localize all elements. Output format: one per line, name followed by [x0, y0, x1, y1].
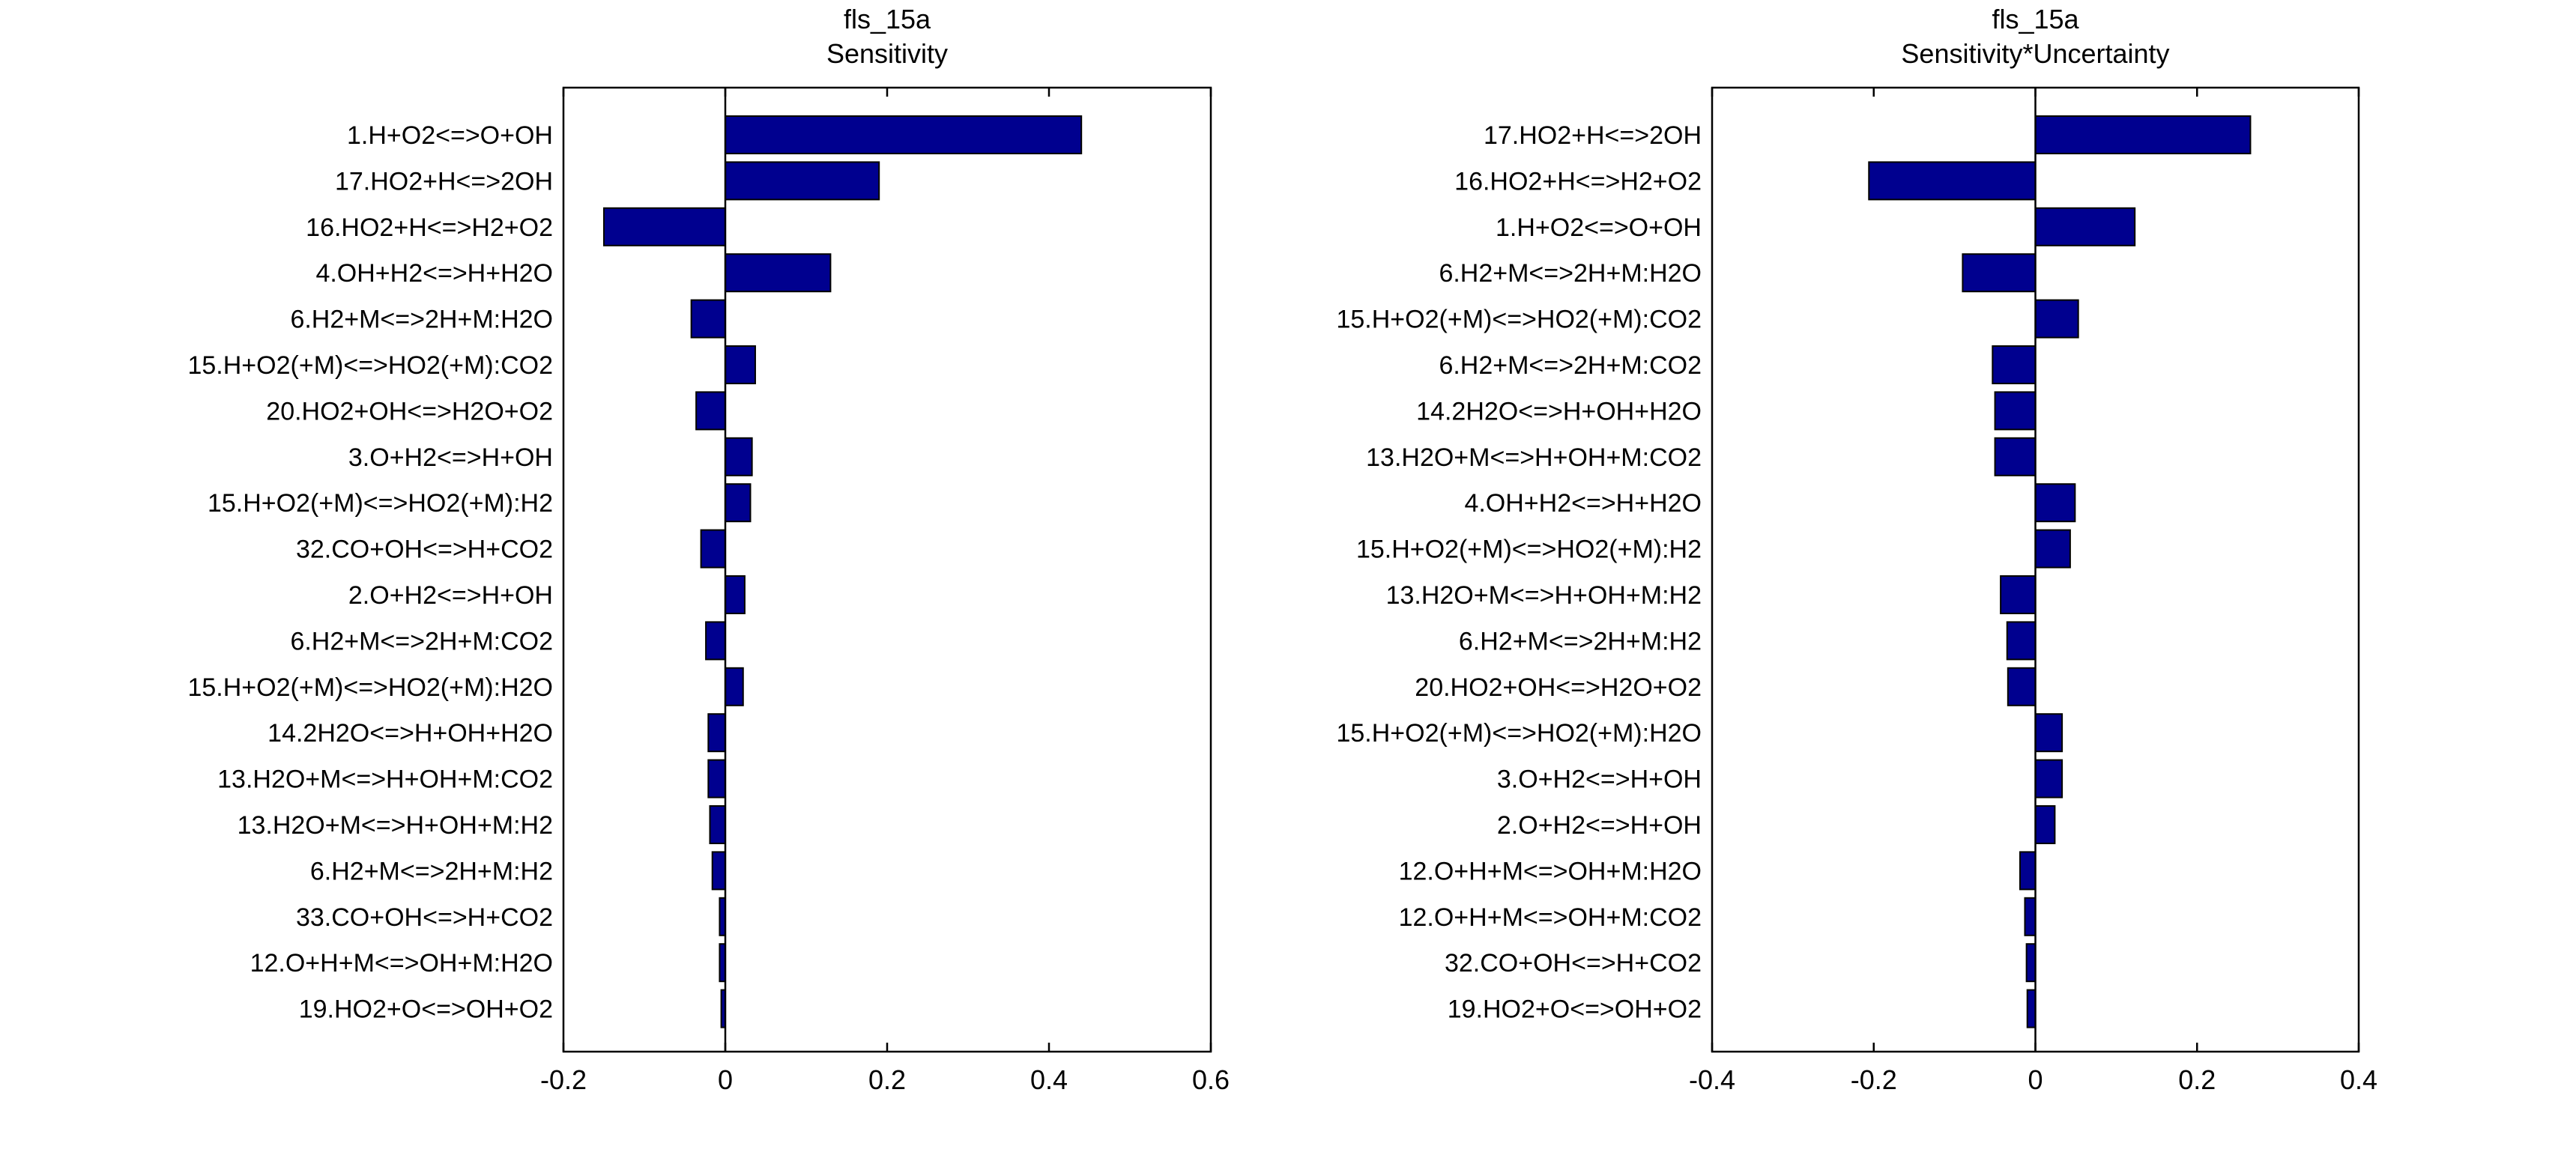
x-tick-label: -0.2 — [540, 1064, 587, 1095]
bar — [725, 575, 746, 614]
bar — [1992, 345, 2037, 384]
category-label: 32.CO+OH<=>H+CO2 — [296, 536, 553, 564]
category-label: 1.H+O2<=>O+OH — [1496, 213, 1702, 242]
bar — [1994, 391, 2037, 431]
category-label: 13.H2O+M<=>H+OH+M:H2 — [238, 811, 553, 840]
bar — [725, 161, 880, 201]
chart-title: fls_15a — [844, 4, 931, 34]
bar — [1994, 437, 2037, 476]
bar — [2024, 897, 2037, 936]
category-label: 12.O+H+M<=>OH+M:H2O — [1399, 857, 1702, 885]
category-label: 33.CO+OH<=>H+CO2 — [296, 903, 553, 932]
bar — [711, 851, 726, 891]
bar — [707, 713, 727, 753]
category-label: 15.H+O2(+M)<=>HO2(+M):H2 — [1356, 536, 1702, 564]
category-label: 3.O+H2<=>H+OH — [1497, 766, 1702, 794]
bar — [1868, 161, 2037, 201]
category-label: 15.H+O2(+M)<=>HO2(+M):H2 — [208, 489, 553, 518]
category-label: 16.HO2+H<=>H2+O2 — [1454, 167, 1702, 195]
category-label: 2.O+H2<=>H+OH — [348, 581, 553, 610]
category-label: 3.O+H2<=>H+OH — [348, 443, 553, 472]
chart-title: fls_15a — [1992, 4, 2079, 34]
bar — [2000, 575, 2037, 614]
bar — [725, 483, 752, 523]
category-label: 6.H2+M<=>2H+M:H2O — [290, 306, 553, 334]
category-label: 16.HO2+H<=>H2+O2 — [306, 213, 553, 242]
category-label: 32.CO+OH<=>H+CO2 — [1445, 949, 1702, 977]
category-label: 1.H+O2<=>O+OH — [347, 121, 553, 150]
category-label: 20.HO2+OH<=>H2O+O2 — [1415, 673, 1702, 702]
x-tick-label: 0.2 — [868, 1064, 906, 1095]
x-tick-label: 0.2 — [2178, 1064, 2216, 1095]
category-label: 20.HO2+OH<=>H2O+O2 — [266, 397, 553, 425]
category-label: 6.H2+M<=>2H+M:CO2 — [1439, 351, 1702, 380]
category-label: 6.H2+M<=>2H+M:H2O — [1439, 259, 1702, 288]
bar — [2034, 207, 2136, 246]
category-label: 15.H+O2(+M)<=>HO2(+M):CO2 — [187, 351, 553, 380]
bar — [725, 253, 832, 293]
bar — [2034, 713, 2063, 753]
bar — [707, 759, 727, 798]
bar — [2034, 115, 2252, 154]
bar — [725, 345, 756, 384]
category-label: 4.OH+H2<=>H+H2O — [315, 259, 553, 288]
category-label: 2.O+H2<=>H+OH — [1497, 811, 1702, 840]
category-label: 19.HO2+O<=>OH+O2 — [1448, 995, 1702, 1024]
chart-subtitle: Sensitivity*Uncertainty — [1901, 38, 2169, 69]
sensitivity-uncertainty-panel: fls_15a Sensitivity*Uncertainty 17.HO2+H<=… — [1336, 4, 2377, 1095]
bar — [700, 529, 726, 569]
sensitivity-panel: fls_15a Sensitivity 1.H+O2<=>O+OH 17.HO2+H<… — [187, 4, 1230, 1095]
category-label: 14.2H2O<=>H+OH+H2O — [1416, 397, 1702, 425]
bar — [2019, 851, 2037, 891]
category-label: 14.2H2O<=>H+OH+H2O — [267, 719, 553, 748]
x-tick-label: 0.6 — [1192, 1064, 1230, 1095]
category-label: 6.H2+M<=>2H+M:H2 — [1459, 627, 1702, 655]
bar — [603, 207, 726, 246]
category-label: 15.H+O2(+M)<=>HO2(+M):CO2 — [1336, 306, 1702, 334]
bar — [2025, 943, 2037, 983]
x-tick-label: 0.4 — [2340, 1064, 2377, 1095]
category-label: 6.H2+M<=>2H+M:CO2 — [290, 627, 553, 655]
bar — [2034, 299, 2079, 339]
category-label: 13.H2O+M<=>H+OH+M:CO2 — [1366, 443, 1702, 472]
category-label: 17.HO2+H<=>2OH — [1484, 121, 1702, 150]
bar — [725, 115, 1083, 154]
bar — [695, 391, 726, 431]
bar — [725, 437, 753, 476]
category-label: 12.O+H+M<=>OH+M:H2O — [250, 949, 553, 977]
bar — [2026, 989, 2037, 1028]
category-label: 15.H+O2(+M)<=>HO2(+M):H2O — [187, 673, 553, 702]
bar — [2007, 667, 2037, 706]
category-label: 12.O+H+M<=>OH+M:CO2 — [1399, 903, 1702, 932]
category-label: 6.H2+M<=>2H+M:H2 — [310, 857, 553, 885]
bar — [2034, 805, 2056, 844]
bar — [705, 621, 727, 661]
bar — [2034, 483, 2076, 523]
x-tick-label: 0 — [2028, 1064, 2043, 1095]
category-label: 17.HO2+H<=>2OH — [335, 167, 553, 195]
category-label: 19.HO2+O<=>OH+O2 — [299, 995, 553, 1024]
bar — [2034, 759, 2063, 798]
x-tick-label: 0 — [718, 1064, 733, 1095]
category-label: 13.H2O+M<=>H+OH+M:H2 — [1386, 581, 1702, 610]
category-label: 4.OH+H2<=>H+H2O — [1464, 489, 1702, 518]
bar — [725, 667, 744, 706]
bar — [2034, 529, 2071, 569]
bar — [709, 805, 726, 844]
category-label: 13.H2O+M<=>H+OH+M:CO2 — [217, 766, 553, 794]
x-tick-label: -0.2 — [1851, 1064, 1897, 1095]
chart-subtitle: Sensitivity — [826, 38, 948, 69]
bar — [690, 299, 727, 339]
x-tick-label: -0.4 — [1689, 1064, 1735, 1095]
bar — [1962, 253, 2037, 293]
category-label: 15.H+O2(+M)<=>HO2(+M):H2O — [1336, 719, 1702, 748]
bar — [2006, 621, 2037, 661]
x-tick-label: 0.4 — [1030, 1064, 1068, 1095]
